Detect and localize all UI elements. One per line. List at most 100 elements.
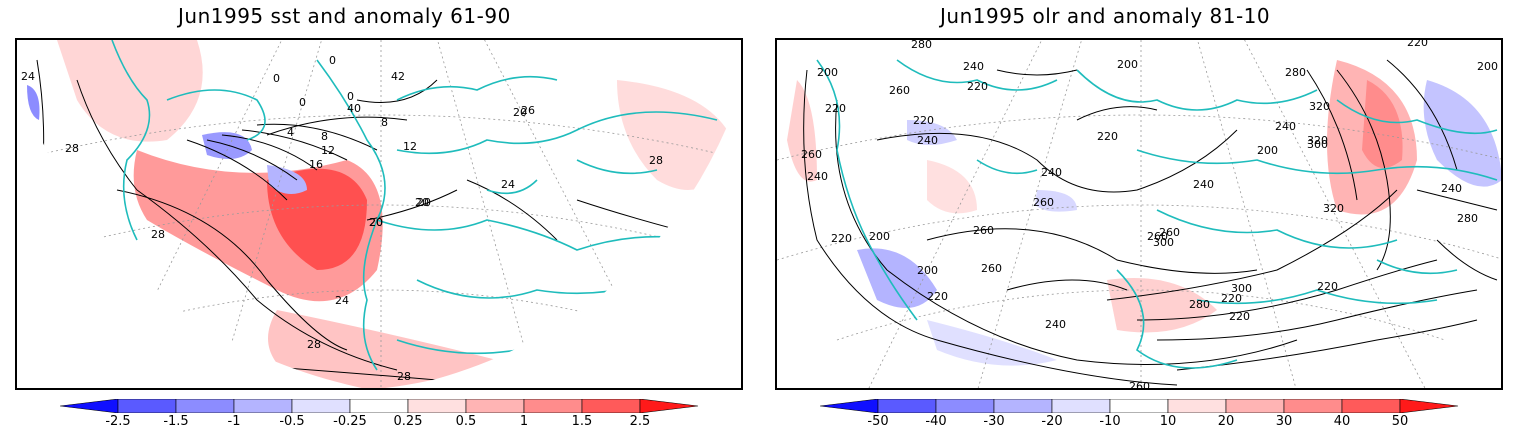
contour-label: 220: [825, 102, 846, 115]
contour-label: 240: [1275, 120, 1296, 133]
colorbar-segment: [291, 399, 351, 413]
contour-label: 260: [1033, 196, 1054, 209]
contour-label: 28: [649, 154, 663, 167]
colorbar-label: -0.5: [279, 414, 305, 429]
contour-label: 20: [415, 196, 429, 209]
left-panel-title: Jun1995 sst and anomaly 61-90: [178, 4, 511, 28]
cold-anomaly-c2: [1035, 190, 1077, 212]
colorbar-segment: [233, 399, 293, 413]
colorbar-label: 1.5: [571, 414, 593, 429]
contour-label: 240: [1041, 166, 1062, 179]
contour-label: 240: [917, 134, 938, 147]
contour-label: 28: [397, 370, 411, 383]
colorbar-segment: [407, 399, 467, 413]
contour-label: 260: [981, 262, 1002, 275]
contour-label: 0: [329, 54, 336, 67]
contour-label: 26: [521, 104, 535, 117]
colorbar-label: 2.5: [629, 414, 651, 429]
contour-label: 220: [1317, 280, 1338, 293]
contour-label: 320: [1307, 134, 1328, 147]
warm-anomaly-west: [57, 40, 203, 142]
contour-label: 20: [417, 196, 431, 209]
warm-anomaly-east: [617, 80, 737, 190]
contour-label: 40: [347, 102, 361, 115]
left-contours: [36, 59, 718, 381]
contour-label: 280: [1457, 212, 1478, 225]
contour-label: 28: [175, 322, 189, 335]
contour-label: 280: [911, 40, 932, 51]
right-contour-labels: 280 240 220 200 220 240 260 200 220 240 …: [801, 40, 1498, 390]
contour-label: 260: [1159, 226, 1180, 239]
contour-label: 280: [1189, 298, 1210, 311]
colorbar-segment: [820, 399, 879, 413]
left-map-svg: 24 28 0 0 0 0 4 8 12 16 20 20 24 28 28 2…: [17, 40, 741, 388]
left-coastlines: [111, 40, 718, 371]
contour-label: 200: [1257, 144, 1278, 157]
colorbar-segment: [349, 399, 409, 413]
colorbar-label: -50: [867, 414, 889, 429]
contour-label: 300: [1307, 138, 1328, 151]
left-map-frame: 24 28 0 0 0 0 4 8 12 16 20 20 24 28 28 2…: [15, 38, 743, 390]
contour-label: 280: [1285, 66, 1306, 79]
contour-label: 260: [1147, 230, 1168, 243]
left-contour-labels: 24 28 0 0 0 0 4 8 12 16 20 20 24 28 28 2…: [21, 54, 663, 383]
colorbar-segment: [1283, 399, 1343, 413]
colorbar-label: -1.5: [163, 414, 189, 429]
contour-label: 300: [1153, 236, 1174, 249]
right-coastlines: [816, 59, 1498, 369]
right-colorbar: [820, 399, 1459, 413]
contour-label: 200: [1117, 58, 1138, 71]
colorbar-label: -0.25: [333, 414, 367, 429]
right-panel-title: Jun1995 olr and anomaly 81-10: [940, 4, 1271, 28]
contour-label: 220: [1407, 40, 1428, 49]
colorbar-label: 40: [1333, 414, 1351, 429]
contour-label: 28: [307, 338, 321, 351]
contour-label: 0: [299, 96, 306, 109]
colorbar-label: -30: [983, 414, 1005, 429]
colorbar-segment: [1051, 399, 1111, 413]
contour-label: 28: [151, 228, 165, 241]
colorbar-label: 0.5: [455, 414, 477, 429]
contour-label: 320: [1323, 202, 1344, 215]
contour-label: 20: [369, 216, 383, 229]
right-map-frame: 280 240 220 200 220 240 260 200 220 240 …: [775, 38, 1503, 390]
colorbar-segment: [993, 399, 1053, 413]
colorbar-segment: [1225, 399, 1285, 413]
colorbar-segment: [1341, 399, 1401, 413]
contour-label: 16: [309, 158, 323, 171]
right-graticule: [777, 40, 1501, 388]
contour-label: 220: [1221, 292, 1242, 305]
contour-label: 220: [967, 80, 988, 93]
colorbar-segment: [60, 399, 119, 413]
warm-anomaly-c2: [927, 160, 977, 214]
contour-label: 20: [513, 106, 527, 119]
colorbar-segment: [175, 399, 235, 413]
colorbar-label: -1: [227, 414, 241, 429]
colorbar-segment: [523, 399, 583, 413]
colorbar-label: -40: [925, 414, 947, 429]
cold-anomaly-1: [202, 132, 252, 159]
contour-label: 260: [1129, 380, 1150, 390]
warm-anomaly-w: [787, 80, 817, 182]
contour-label: 8: [381, 116, 388, 129]
cold-anomaly-c: [907, 120, 957, 145]
colorbar-label: 50: [1391, 414, 1409, 429]
contour-label: 240: [1193, 178, 1214, 191]
colorbar-label: 0.25: [393, 414, 423, 429]
colorbar-segment: [117, 399, 177, 413]
contour-label: 24: [335, 294, 349, 307]
contour-label: 200: [1477, 60, 1498, 73]
colorbar-label: 30: [1275, 414, 1293, 429]
cold-anomaly-3: [27, 85, 40, 120]
colorbar-segment: [639, 399, 699, 413]
colorbar-label: -20: [1041, 414, 1063, 429]
contour-label: 320: [1309, 100, 1330, 113]
contour-label: 220: [1229, 310, 1250, 323]
colorbar-segment: [877, 399, 937, 413]
cold-anomaly-s: [927, 320, 1057, 366]
colorbar-segment: [581, 399, 641, 413]
contour-label: 12: [403, 140, 417, 153]
contour-label: 240: [1441, 182, 1462, 195]
contour-label: 24: [21, 70, 35, 83]
warm-anomaly-core: [267, 168, 367, 270]
